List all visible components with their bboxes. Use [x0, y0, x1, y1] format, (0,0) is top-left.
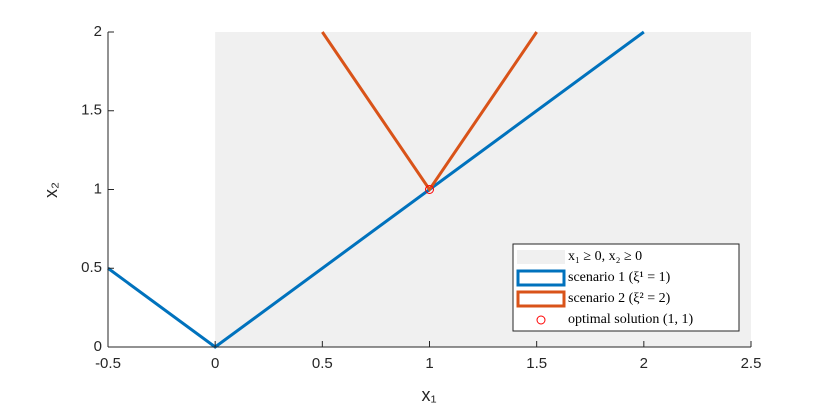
- y-tick-label: 0.5: [81, 259, 102, 276]
- x-tick-label: -0.5: [95, 355, 121, 372]
- x-tick-label: 1.5: [526, 355, 547, 372]
- y-tick-label: 2: [94, 23, 102, 40]
- x-tick-label: 1: [425, 355, 433, 372]
- legend-label: scenario 1 (ξ¹ = 1): [568, 270, 671, 285]
- optimal-point: [425, 185, 434, 194]
- x-axis-label: x₁: [421, 385, 436, 405]
- x-tick-label: 2.5: [741, 355, 762, 372]
- y-tick-label: 1: [94, 180, 102, 197]
- y-axis-label: x₂: [41, 182, 61, 198]
- legend-icon: [516, 290, 566, 308]
- legend-icon: [536, 315, 546, 325]
- y-tick-label: 0: [94, 338, 102, 355]
- y-tick-label: 1.5: [81, 102, 102, 119]
- x-tick-label: 2: [640, 355, 648, 372]
- legend-label: scenario 2 (ξ² = 2): [568, 291, 671, 306]
- legend-label: optimal solution (1, 1): [568, 312, 694, 327]
- x-tick-label: 0.5: [312, 355, 333, 372]
- x-tick-label: 0: [211, 355, 219, 372]
- legend-icon: [517, 250, 565, 264]
- legend-label: x₁ ≥ 0, x₂ ≥ 0: [568, 249, 642, 264]
- legend-icon: [516, 269, 566, 287]
- series-line: [321, 31, 538, 193]
